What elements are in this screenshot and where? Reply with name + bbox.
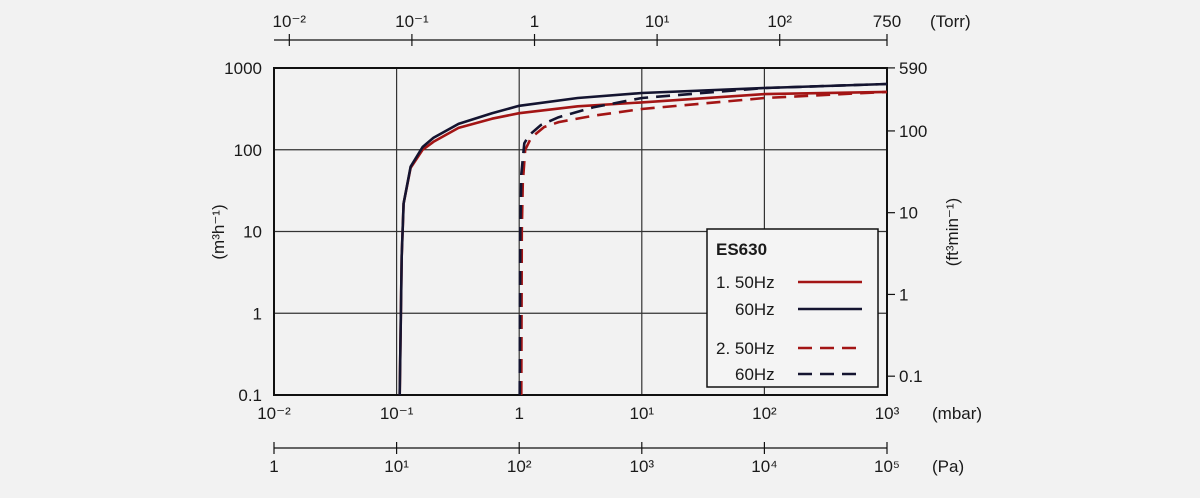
pa-tick-label: 10³ bbox=[630, 457, 655, 476]
right-tick-label: 100 bbox=[899, 122, 927, 141]
top-tick-label: 1 bbox=[530, 12, 539, 31]
x-tick-label: 10⁻² bbox=[257, 404, 291, 423]
x-tick-label: 10³ bbox=[875, 404, 900, 423]
top-tick-label: 750 bbox=[873, 12, 901, 31]
series-line-3 bbox=[520, 90, 888, 396]
right-axis-label: (ft³min⁻¹) bbox=[943, 198, 962, 266]
series-line-2 bbox=[398, 82, 888, 396]
top-tick-label: 10⁻² bbox=[273, 12, 307, 31]
pa-tick-label: 10¹ bbox=[384, 457, 409, 476]
pa-tick-label: 10⁴ bbox=[751, 457, 777, 476]
y-tick-label: 0.1 bbox=[238, 386, 262, 405]
right-tick-label: 10 bbox=[899, 204, 918, 223]
y-tick-label: 1 bbox=[253, 304, 262, 323]
legend-label: 1. 50Hz bbox=[716, 273, 775, 292]
legend-label: 60Hz bbox=[735, 365, 775, 384]
y-tick-label: 10 bbox=[243, 223, 262, 242]
pa-axis-label: (Pa) bbox=[932, 457, 964, 476]
right-tick-label: 0.1 bbox=[899, 367, 923, 386]
x-tick-label: 1 bbox=[514, 404, 523, 423]
top-tick-label: 10¹ bbox=[645, 12, 670, 31]
series-line-4 bbox=[518, 82, 888, 396]
top-axis-label: (Torr) bbox=[930, 12, 971, 31]
x-axis-label: (mbar) bbox=[932, 404, 982, 423]
y-tick-label: 100 bbox=[234, 141, 262, 160]
x-tick-label: 10² bbox=[752, 404, 777, 423]
pa-tick-label: 1 bbox=[269, 457, 278, 476]
legend-label: 60Hz bbox=[735, 300, 775, 319]
pa-tick-label: 10⁵ bbox=[874, 457, 900, 476]
y-tick-label: 1000 bbox=[224, 59, 262, 78]
y-axis-label: (m³h⁻¹) bbox=[209, 204, 228, 259]
pa-tick-label: 10² bbox=[507, 457, 532, 476]
top-tick-label: 10⁻¹ bbox=[395, 12, 429, 31]
right-tick-label: 590 bbox=[899, 59, 927, 78]
x-tick-label: 10⁻¹ bbox=[380, 404, 414, 423]
top-tick-label: 10² bbox=[767, 12, 792, 31]
legend-title: ES630 bbox=[716, 240, 767, 259]
x-tick-label: 10¹ bbox=[630, 404, 655, 423]
right-tick-label: 1 bbox=[899, 285, 908, 304]
plot-frame bbox=[273, 67, 888, 396]
legend-label: 2. 50Hz bbox=[716, 339, 775, 358]
